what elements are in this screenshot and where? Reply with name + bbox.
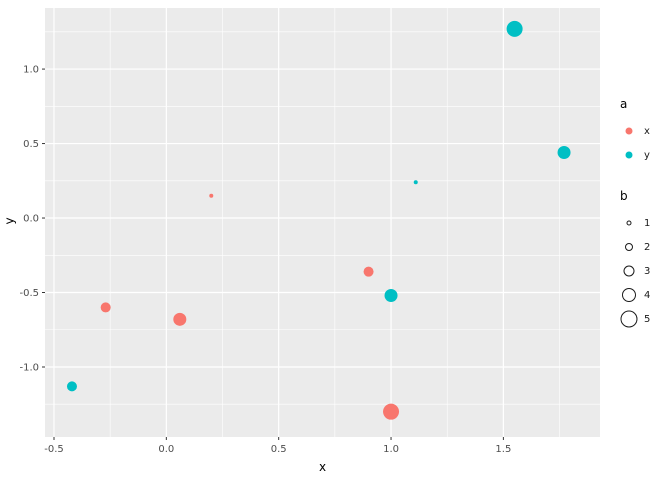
legend-color-key-icon: [625, 151, 633, 159]
legend-size-key-icon: [626, 220, 632, 226]
legend-label: 1: [644, 217, 651, 229]
x-tick-label: 1.0: [383, 444, 399, 455]
x-tick-label: 0.5: [271, 444, 287, 455]
x-tick-label: 0.0: [158, 444, 174, 455]
legend-color-key-icon: [625, 127, 633, 135]
x-tick-label: -0.5: [44, 444, 64, 455]
legend-entry: x: [620, 119, 670, 143]
legend-size-key-icon: [620, 310, 638, 328]
data-point-x: [209, 193, 214, 198]
y-axis-title: y: [2, 217, 17, 225]
legend-label: y: [644, 149, 650, 161]
legend-entry: 4: [620, 283, 670, 307]
legend-label: 4: [644, 289, 651, 301]
legend-label: x: [644, 125, 650, 137]
legend-label: 5: [644, 313, 651, 325]
legend-size-key-icon: [625, 243, 633, 251]
legend-entry: 2: [620, 235, 670, 259]
data-point-x: [363, 266, 374, 277]
x-tick-label: 1.5: [495, 444, 511, 455]
data-point-x: [100, 302, 111, 313]
data-point-x: [383, 403, 400, 420]
y-tick-label: 1.0: [23, 65, 39, 76]
legend-entry: y: [620, 143, 670, 167]
legend-entry: 5: [620, 307, 670, 331]
y-tick-label: 0.0: [23, 214, 39, 225]
data-point-y: [506, 20, 523, 37]
legend-group-b: b 1 2 3 4 5: [620, 189, 670, 331]
legend-label: 3: [644, 265, 651, 277]
legend-size-key-icon: [623, 265, 635, 277]
legend-title-a: a: [620, 97, 628, 111]
data-point-y: [557, 145, 571, 159]
y-tick-label: -0.5: [19, 288, 39, 299]
y-tick-label: -1.0: [19, 362, 39, 373]
y-tick-label: 0.5: [23, 139, 39, 150]
plot-panel: [45, 8, 600, 437]
data-point-x: [173, 312, 187, 326]
legend-entry: 3: [620, 259, 670, 283]
data-point-y: [66, 381, 77, 392]
x-axis-title: x: [318, 460, 327, 474]
legend-title-b: b: [620, 189, 628, 203]
legend-label: 2: [644, 241, 651, 253]
data-point-y: [413, 180, 418, 185]
data-point-y: [384, 288, 398, 302]
legend-size-key-icon: [622, 288, 636, 302]
legend-entry: 1: [620, 211, 670, 235]
